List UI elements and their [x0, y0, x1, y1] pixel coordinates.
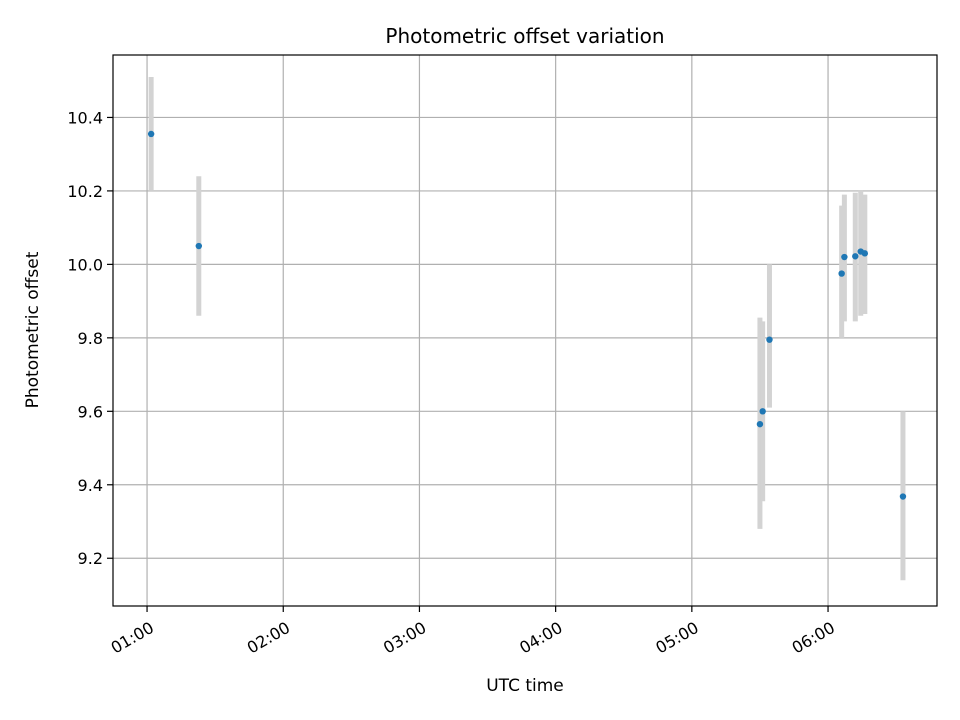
- y-tick-label: 9.8: [78, 329, 103, 348]
- data-point: [861, 250, 869, 257]
- grid: [113, 55, 937, 606]
- data-points: [147, 130, 907, 500]
- plot-frame: [112, 54, 938, 607]
- y-tick-label: 9.4: [78, 476, 103, 495]
- data-point: [195, 242, 203, 250]
- data-point: [899, 493, 907, 500]
- y-tick-label: 10.4: [67, 108, 103, 127]
- y-axis: 9.2 9.4 9.6 9.8 10.0 10.2 10.4: [67, 108, 113, 568]
- data-point: [759, 408, 766, 415]
- y-tick-label: 10.0: [67, 255, 103, 274]
- data-point: [766, 336, 773, 343]
- y-tick-label: 10.2: [67, 182, 103, 201]
- data-point: [147, 130, 155, 138]
- y-axis-label: Photometric offset: [23, 251, 43, 408]
- data-point: [838, 270, 845, 277]
- x-axis-label: UTC time: [486, 676, 564, 696]
- chart-title: Photometric offset variation: [385, 24, 664, 48]
- data-point: [756, 420, 764, 428]
- data-point: [852, 253, 859, 260]
- data-point: [841, 253, 848, 261]
- plot-area: [113, 55, 937, 606]
- y-tick-label: 9.6: [78, 402, 103, 421]
- y-tick-label: 9.2: [78, 549, 103, 568]
